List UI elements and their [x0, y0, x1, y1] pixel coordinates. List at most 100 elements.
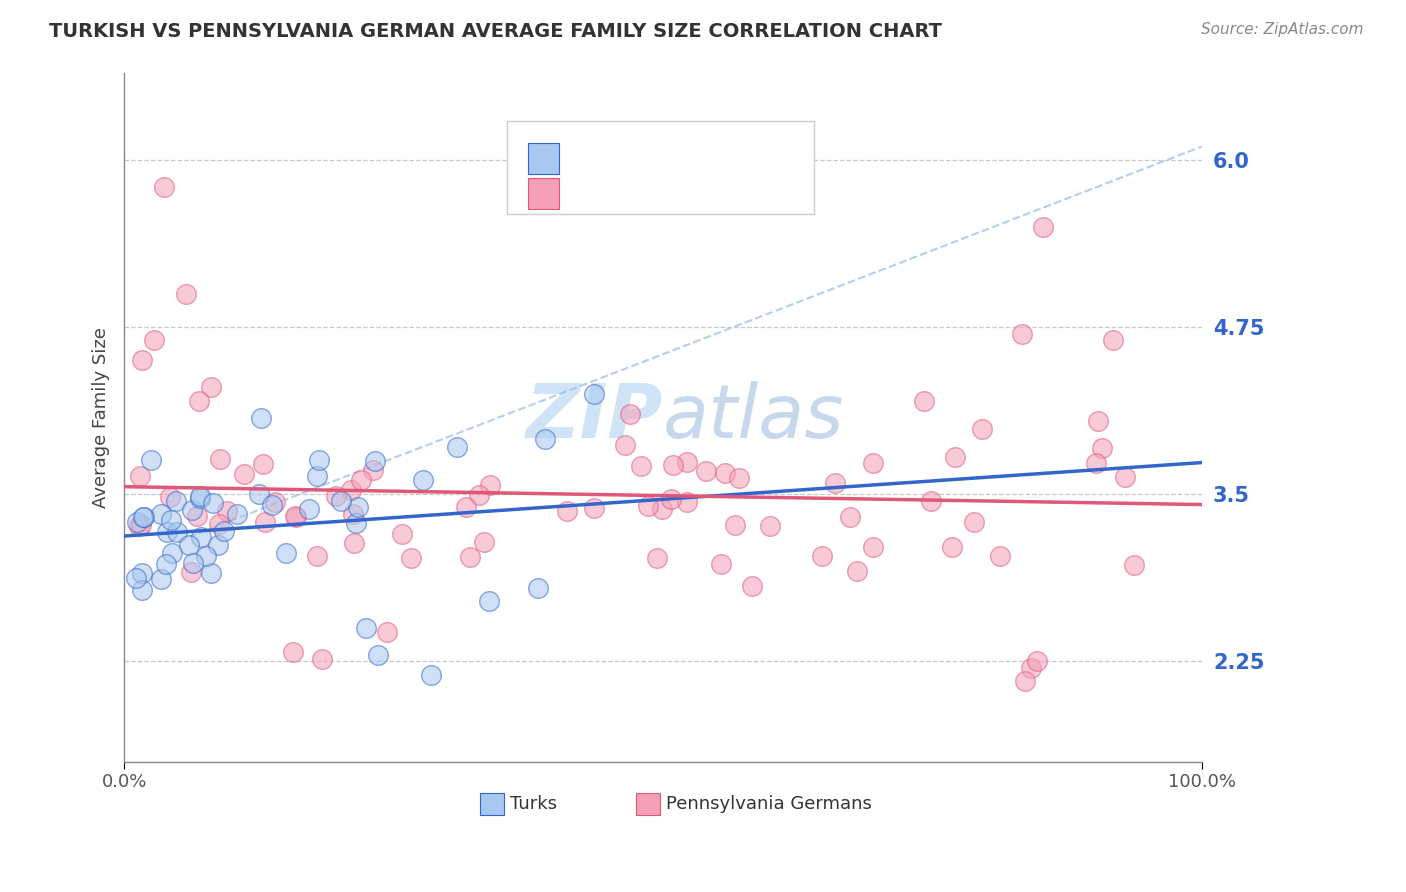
Point — [1019, 661, 1042, 675]
Point — [129, 469, 152, 483]
Point — [188, 489, 211, 503]
Point — [846, 565, 869, 579]
Point — [472, 535, 495, 549]
Point — [723, 518, 745, 533]
Point — [988, 549, 1011, 564]
Point — [375, 625, 398, 640]
Point — [247, 487, 270, 501]
FancyBboxPatch shape — [479, 793, 503, 814]
Point — [325, 489, 347, 503]
Point — [478, 594, 501, 608]
Text: TURKISH VS PENNSYLVANIA GERMAN AVERAGE FAMILY SIZE CORRELATION CHART: TURKISH VS PENNSYLVANIA GERMAN AVERAGE F… — [49, 22, 942, 41]
Text: R =  0.147  N = 81: R = 0.147 N = 81 — [569, 184, 769, 202]
Point — [187, 393, 209, 408]
Point — [212, 524, 235, 538]
Point — [249, 411, 271, 425]
Point — [1114, 469, 1136, 483]
Point — [619, 407, 641, 421]
Point — [128, 519, 150, 533]
Point — [1091, 441, 1114, 455]
Point — [131, 353, 153, 368]
Point — [941, 540, 963, 554]
Point — [159, 490, 181, 504]
Point — [342, 508, 364, 522]
Text: Source: ZipAtlas.com: Source: ZipAtlas.com — [1201, 22, 1364, 37]
Text: ZIP: ZIP — [526, 381, 664, 454]
Text: atlas: atlas — [664, 381, 845, 453]
Point — [190, 530, 212, 544]
Point — [340, 483, 363, 497]
Point — [350, 474, 373, 488]
Point — [181, 556, 204, 570]
Point — [308, 453, 330, 467]
Point — [127, 515, 149, 529]
Point — [176, 286, 198, 301]
Point — [759, 519, 782, 533]
Text: R = 0.445  N = 47: R = 0.445 N = 47 — [569, 149, 763, 168]
Point — [391, 526, 413, 541]
Point — [1084, 456, 1107, 470]
Point — [838, 510, 860, 524]
Point — [526, 581, 548, 595]
Point — [149, 507, 172, 521]
Point — [281, 645, 304, 659]
Point — [741, 578, 763, 592]
Point — [468, 487, 491, 501]
Point — [142, 334, 165, 348]
Point — [260, 498, 283, 512]
Point — [458, 550, 481, 565]
Point — [364, 454, 387, 468]
Point — [583, 387, 606, 401]
Point — [651, 501, 673, 516]
Point — [583, 501, 606, 516]
Point — [346, 500, 368, 515]
Point — [675, 495, 697, 509]
Point — [226, 507, 249, 521]
Point — [713, 467, 735, 481]
Point — [1014, 674, 1036, 689]
Point — [920, 494, 942, 508]
Point — [186, 508, 208, 523]
Point — [354, 621, 377, 635]
Point — [132, 510, 155, 524]
Point — [162, 546, 184, 560]
Point — [1032, 219, 1054, 234]
Point — [232, 467, 254, 481]
Point — [412, 474, 434, 488]
Point — [943, 450, 966, 464]
Point — [298, 501, 321, 516]
Point — [695, 464, 717, 478]
Point — [1011, 326, 1033, 341]
Point — [344, 516, 367, 530]
Point — [165, 494, 187, 508]
Point — [1123, 558, 1146, 572]
Point — [285, 509, 308, 524]
Point — [637, 500, 659, 514]
Point — [200, 566, 222, 580]
Point — [207, 538, 229, 552]
Point — [824, 475, 846, 490]
Point — [614, 438, 637, 452]
Point — [253, 516, 276, 530]
Point — [131, 583, 153, 598]
Point — [675, 455, 697, 469]
Point — [659, 491, 682, 506]
Point — [1025, 654, 1047, 668]
Point — [152, 179, 174, 194]
Point — [343, 536, 366, 550]
Point — [252, 458, 274, 472]
Point — [710, 557, 733, 571]
Point — [263, 495, 285, 509]
Point — [399, 551, 422, 566]
Point — [307, 549, 329, 563]
Point — [972, 422, 994, 436]
Point — [131, 566, 153, 581]
Point — [862, 456, 884, 470]
Point — [728, 471, 751, 485]
Point — [215, 504, 238, 518]
Point — [367, 648, 389, 662]
Point — [479, 478, 502, 492]
Point — [139, 453, 162, 467]
Point — [276, 546, 298, 560]
FancyBboxPatch shape — [529, 143, 558, 174]
